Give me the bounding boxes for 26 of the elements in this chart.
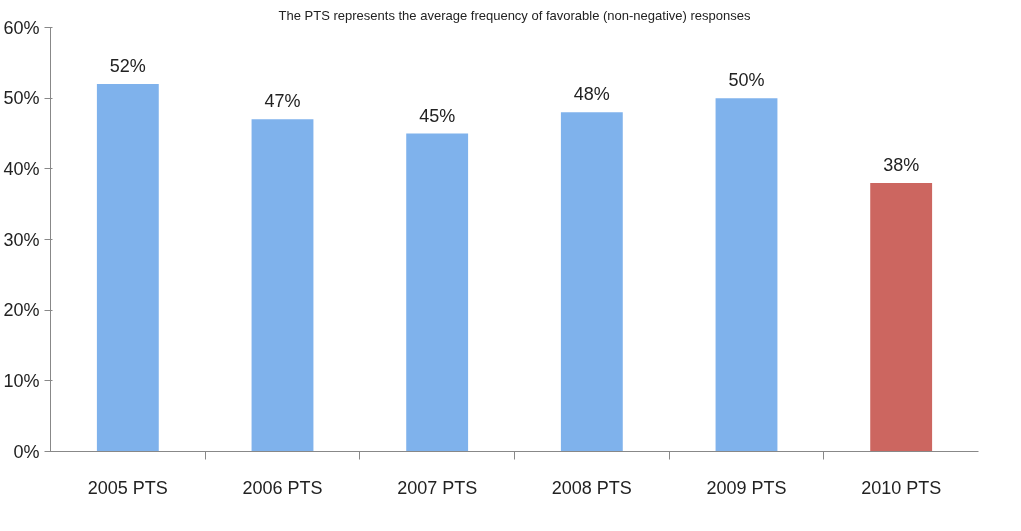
bar bbox=[870, 182, 933, 452]
x-tick-label: 2005 PTS bbox=[87, 477, 168, 498]
y-tick-label: 50% bbox=[3, 88, 40, 109]
bar bbox=[715, 98, 778, 452]
x-tick-label: 2009 PTS bbox=[706, 477, 787, 498]
x-tick-label: 2010 PTS bbox=[861, 477, 942, 498]
data-label: 45% bbox=[419, 105, 456, 126]
data-label: 47% bbox=[264, 91, 301, 112]
y-tick-label: 60% bbox=[3, 17, 40, 38]
bar bbox=[251, 119, 314, 452]
y-tick-label: 10% bbox=[3, 370, 40, 391]
x-tick-label: 2008 PTS bbox=[551, 477, 632, 498]
data-label: 48% bbox=[573, 84, 610, 105]
y-tick-label: 30% bbox=[3, 229, 40, 250]
chart-title: The PTS represents the average frequency of favorable (non-negative) responses bbox=[278, 7, 751, 23]
bar bbox=[560, 112, 623, 452]
data-label: 38% bbox=[883, 154, 920, 175]
y-tick-label: 0% bbox=[13, 441, 40, 462]
data-label: 50% bbox=[728, 70, 765, 91]
x-tick-label: 2006 PTS bbox=[242, 477, 323, 498]
y-tick-label: 40% bbox=[3, 158, 40, 179]
bar bbox=[406, 133, 469, 452]
bar bbox=[96, 84, 159, 452]
x-tick-label: 2007 PTS bbox=[397, 477, 478, 498]
y-tick-label: 20% bbox=[3, 300, 40, 321]
data-label: 52% bbox=[109, 56, 146, 77]
